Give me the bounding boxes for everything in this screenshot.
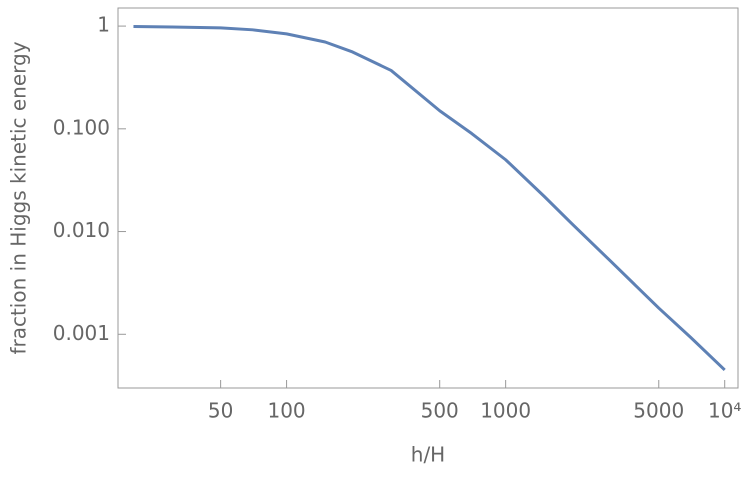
y-tick-label: 0.100 [53, 115, 110, 139]
plot-frame [117, 7, 739, 389]
y-tick-label: 0.010 [53, 218, 110, 242]
data-line [133, 25, 726, 371]
y-tick-label: 1 [97, 13, 110, 37]
x-axis-label: h/H [411, 443, 445, 467]
x-tick-label: 500 [421, 399, 459, 423]
x-tick-label: 50 [208, 399, 233, 423]
y-tick-label: 0.001 [53, 321, 110, 345]
x-tick-label: 10⁴ [708, 399, 741, 423]
x-tick-label: 100 [267, 399, 305, 423]
x-tick-label: 1000 [480, 399, 531, 423]
y-axis-label: fraction in Higgs kinetic energy [7, 41, 31, 354]
x-tick-label: 5000 [633, 399, 684, 423]
